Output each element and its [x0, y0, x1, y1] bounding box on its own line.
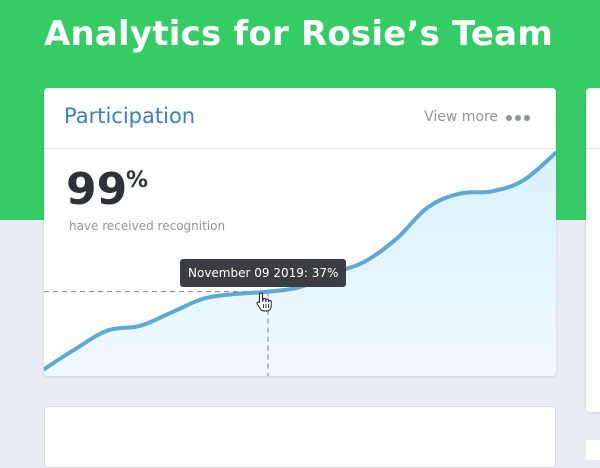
series-line [44, 150, 556, 372]
data-point-13[interactable] [454, 188, 466, 200]
participation-card: Participation View more 99 % have receiv… [44, 88, 556, 376]
card-header: Participation View more [44, 88, 556, 149]
card-title: Participation [64, 104, 196, 128]
side-card-divider [586, 148, 600, 149]
participation-percentage: 99 [66, 164, 128, 215]
data-point-14[interactable] [486, 185, 498, 197]
lower-card [44, 406, 556, 468]
data-point-10[interactable] [358, 256, 370, 268]
data-point-1[interactable] [70, 343, 82, 355]
view-more-link[interactable]: View more [424, 109, 498, 125]
stat-caption: have received recognition [69, 219, 226, 233]
data-point-6[interactable] [230, 288, 242, 300]
data-point-11[interactable] [390, 233, 402, 245]
more-dots-icon[interactable] [506, 115, 530, 123]
data-point-2[interactable] [102, 324, 114, 336]
data-point-5[interactable] [198, 292, 210, 304]
data-point-tooltip: November 09 2019: 37% [180, 259, 347, 287]
side-card-lower [586, 440, 600, 460]
percent-sign: % [126, 168, 149, 193]
participation-chart [44, 150, 556, 376]
hand-pointer-icon [256, 292, 272, 312]
data-point-4[interactable] [166, 306, 178, 318]
data-point-3[interactable] [134, 320, 146, 332]
side-card [586, 88, 600, 412]
data-point-15[interactable] [518, 174, 530, 186]
data-point-12[interactable] [422, 201, 434, 213]
page-title: Analytics for Rosie’s Team [44, 14, 553, 54]
